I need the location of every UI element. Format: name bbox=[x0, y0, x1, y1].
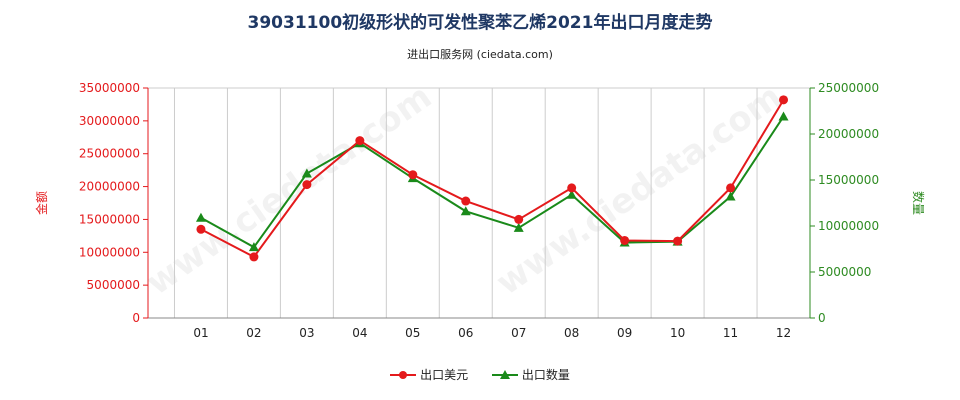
x-tick-label: 05 bbox=[405, 326, 420, 340]
x-tick-label: 08 bbox=[564, 326, 579, 340]
left-tick-label: 15000000 bbox=[79, 212, 140, 226]
x-tick-label: 12 bbox=[776, 326, 791, 340]
legend-label-usd: 出口美元 bbox=[420, 368, 469, 382]
usd-point bbox=[620, 235, 630, 245]
series-line-qty bbox=[200, 115, 785, 249]
right-tick-label: 20000000 bbox=[818, 127, 879, 141]
usd-point bbox=[196, 224, 206, 234]
qty-point bbox=[778, 111, 789, 121]
legend-item-usd[interactable]: 出口美元 bbox=[390, 366, 468, 383]
x-tick-label: 11 bbox=[723, 326, 738, 340]
right-tick-label: 15000000 bbox=[818, 173, 879, 187]
series bbox=[195, 95, 789, 262]
x-tick-label: 04 bbox=[352, 326, 367, 340]
qty-point bbox=[248, 242, 259, 252]
right-axis-label: 数量 bbox=[911, 191, 926, 215]
x-tick-label: 01 bbox=[193, 326, 208, 340]
usd-point bbox=[514, 214, 524, 224]
legend-item-qty[interactable]: 出口数量 bbox=[491, 366, 570, 383]
left-tick-label: 0 bbox=[132, 311, 140, 325]
legend-label-qty: 出口数量 bbox=[521, 368, 570, 382]
grid bbox=[148, 87, 811, 318]
right-tick-label: 0 bbox=[818, 311, 826, 325]
usd-point bbox=[461, 196, 471, 206]
x-tick-label: 07 bbox=[511, 326, 526, 340]
left-tick-label: 30000000 bbox=[79, 114, 140, 128]
left-tick-label: 35000000 bbox=[79, 81, 140, 95]
usd-point bbox=[567, 183, 577, 193]
x-tick-label: 06 bbox=[458, 326, 473, 340]
usd-point bbox=[302, 180, 312, 190]
usd-point bbox=[779, 95, 789, 105]
x-tick-label: 09 bbox=[617, 326, 632, 340]
usd-point bbox=[249, 252, 259, 262]
series-line-usd bbox=[200, 99, 785, 259]
right-tick-label: 25000000 bbox=[818, 81, 879, 95]
qty-point bbox=[301, 168, 312, 178]
chart-title: 39031100初级形状的可发性聚苯乙烯2021年出口月度走势 bbox=[247, 13, 713, 33]
qty-point bbox=[195, 212, 206, 222]
qty-point bbox=[513, 222, 524, 232]
x-tick-label: 02 bbox=[246, 326, 261, 340]
left-tick-label: 5000000 bbox=[87, 278, 140, 292]
legend: 出口美元 出口数量 bbox=[0, 366, 960, 383]
left-tick-label: 25000000 bbox=[79, 147, 140, 161]
left-tick-label: 20000000 bbox=[79, 180, 140, 194]
qty-point bbox=[725, 191, 736, 201]
usd-point bbox=[408, 170, 418, 180]
right-tick-label: 5000000 bbox=[818, 265, 871, 279]
legend-swatch-qty bbox=[491, 369, 518, 380]
x-tick-label: 10 bbox=[670, 326, 685, 340]
legend-swatch-usd bbox=[390, 370, 417, 380]
right-tick-label: 10000000 bbox=[818, 219, 879, 233]
left-axis-label: 金额 bbox=[34, 191, 49, 215]
usd-point bbox=[673, 236, 683, 246]
axes: 0 5000000 10000000 15000000 20000000 25000000… bbox=[34, 81, 926, 340]
chart-subtitle: 进出口服务网 (ciedata.com) bbox=[407, 48, 553, 61]
usd-point bbox=[726, 183, 736, 193]
usd-point bbox=[355, 136, 365, 146]
left-tick-label: 10000000 bbox=[79, 245, 140, 259]
qty-point bbox=[566, 189, 577, 199]
x-tick-label: 03 bbox=[299, 326, 314, 340]
qty-point bbox=[460, 206, 471, 216]
